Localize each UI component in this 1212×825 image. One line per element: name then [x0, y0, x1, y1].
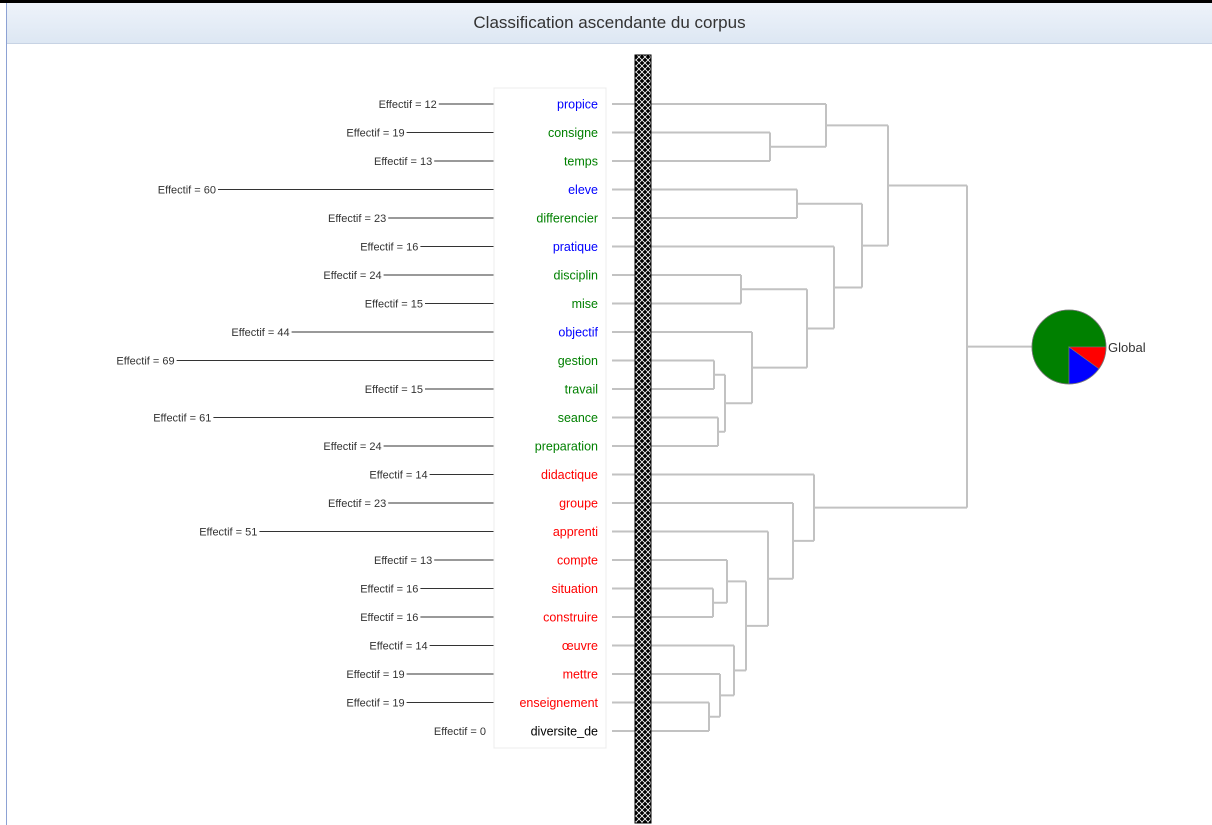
effectif-label: Effectif = 19: [346, 669, 404, 681]
effectif-label: Effectif = 19: [346, 128, 404, 140]
effectif-label: Effectif = 24: [323, 441, 381, 453]
effectif-label: Effectif = 16: [360, 612, 418, 624]
term-label[interactable]: temps: [564, 155, 598, 169]
effectif-label: Effectif = 15: [365, 299, 423, 311]
separator-bar[interactable]: [634, 54, 652, 824]
term-label[interactable]: apprenti: [553, 525, 598, 539]
term-label[interactable]: differencier: [536, 212, 598, 226]
effectif-label: Effectif = 44: [231, 327, 289, 339]
dendrogram-panel: Classification ascendante du corpus: [6, 3, 1212, 825]
term-label-box: [493, 87, 607, 749]
term-label[interactable]: eleve: [568, 183, 598, 197]
global-pie[interactable]: [1031, 309, 1107, 385]
effectif-label: Effectif = 14: [369, 470, 427, 482]
term-label[interactable]: gestion: [558, 354, 598, 368]
effectif-label: Effectif = 13: [374, 156, 432, 168]
effectif-label: Effectif = 51: [199, 527, 257, 539]
term-label[interactable]: pratique: [553, 240, 598, 254]
effectif-label: Effectif = 16: [360, 242, 418, 254]
term-label[interactable]: didactique: [541, 468, 598, 482]
effectif-label: Effectif = 12: [379, 99, 437, 111]
term-label[interactable]: seance: [558, 411, 598, 425]
term-label[interactable]: mettre: [563, 668, 598, 682]
term-label[interactable]: travail: [565, 383, 598, 397]
effectif-label: Effectif = 0: [434, 726, 486, 738]
effectif-label: Effectif = 69: [116, 356, 174, 368]
term-label[interactable]: diversite_de: [531, 725, 598, 739]
effectif-label: Effectif = 15: [365, 384, 423, 396]
effectif-label: Effectif = 19: [346, 698, 404, 710]
effectif-label: Effectif = 23: [328, 213, 386, 225]
effectif-label: Effectif = 61: [153, 413, 211, 425]
term-label[interactable]: mise: [572, 297, 598, 311]
effectif-label: Effectif = 14: [369, 641, 427, 653]
effectif-label: Effectif = 23: [328, 498, 386, 510]
term-label[interactable]: enseignement: [519, 696, 598, 710]
term-label[interactable]: preparation: [535, 440, 598, 454]
effectif-label: Effectif = 13: [374, 555, 432, 567]
panel-title: Classification ascendante du corpus: [7, 3, 1212, 44]
term-label[interactable]: disciplin: [554, 269, 599, 283]
pie-outline: [1031, 309, 1107, 385]
root-label: Global: [1108, 340, 1146, 355]
term-label[interactable]: construire: [543, 611, 598, 625]
effectif-label: Effectif = 60: [158, 185, 216, 197]
term-label[interactable]: situation: [551, 582, 598, 596]
effectif-label: Effectif = 16: [360, 584, 418, 596]
term-label[interactable]: consigne: [548, 126, 598, 140]
effectif-label: Effectif = 24: [323, 270, 381, 282]
term-label[interactable]: propice: [557, 98, 598, 112]
term-label[interactable]: œuvre: [562, 639, 598, 653]
top-border: [0, 0, 1212, 3]
term-label[interactable]: objectif: [558, 326, 598, 340]
term-label[interactable]: compte: [557, 554, 598, 568]
term-label[interactable]: groupe: [559, 497, 598, 511]
